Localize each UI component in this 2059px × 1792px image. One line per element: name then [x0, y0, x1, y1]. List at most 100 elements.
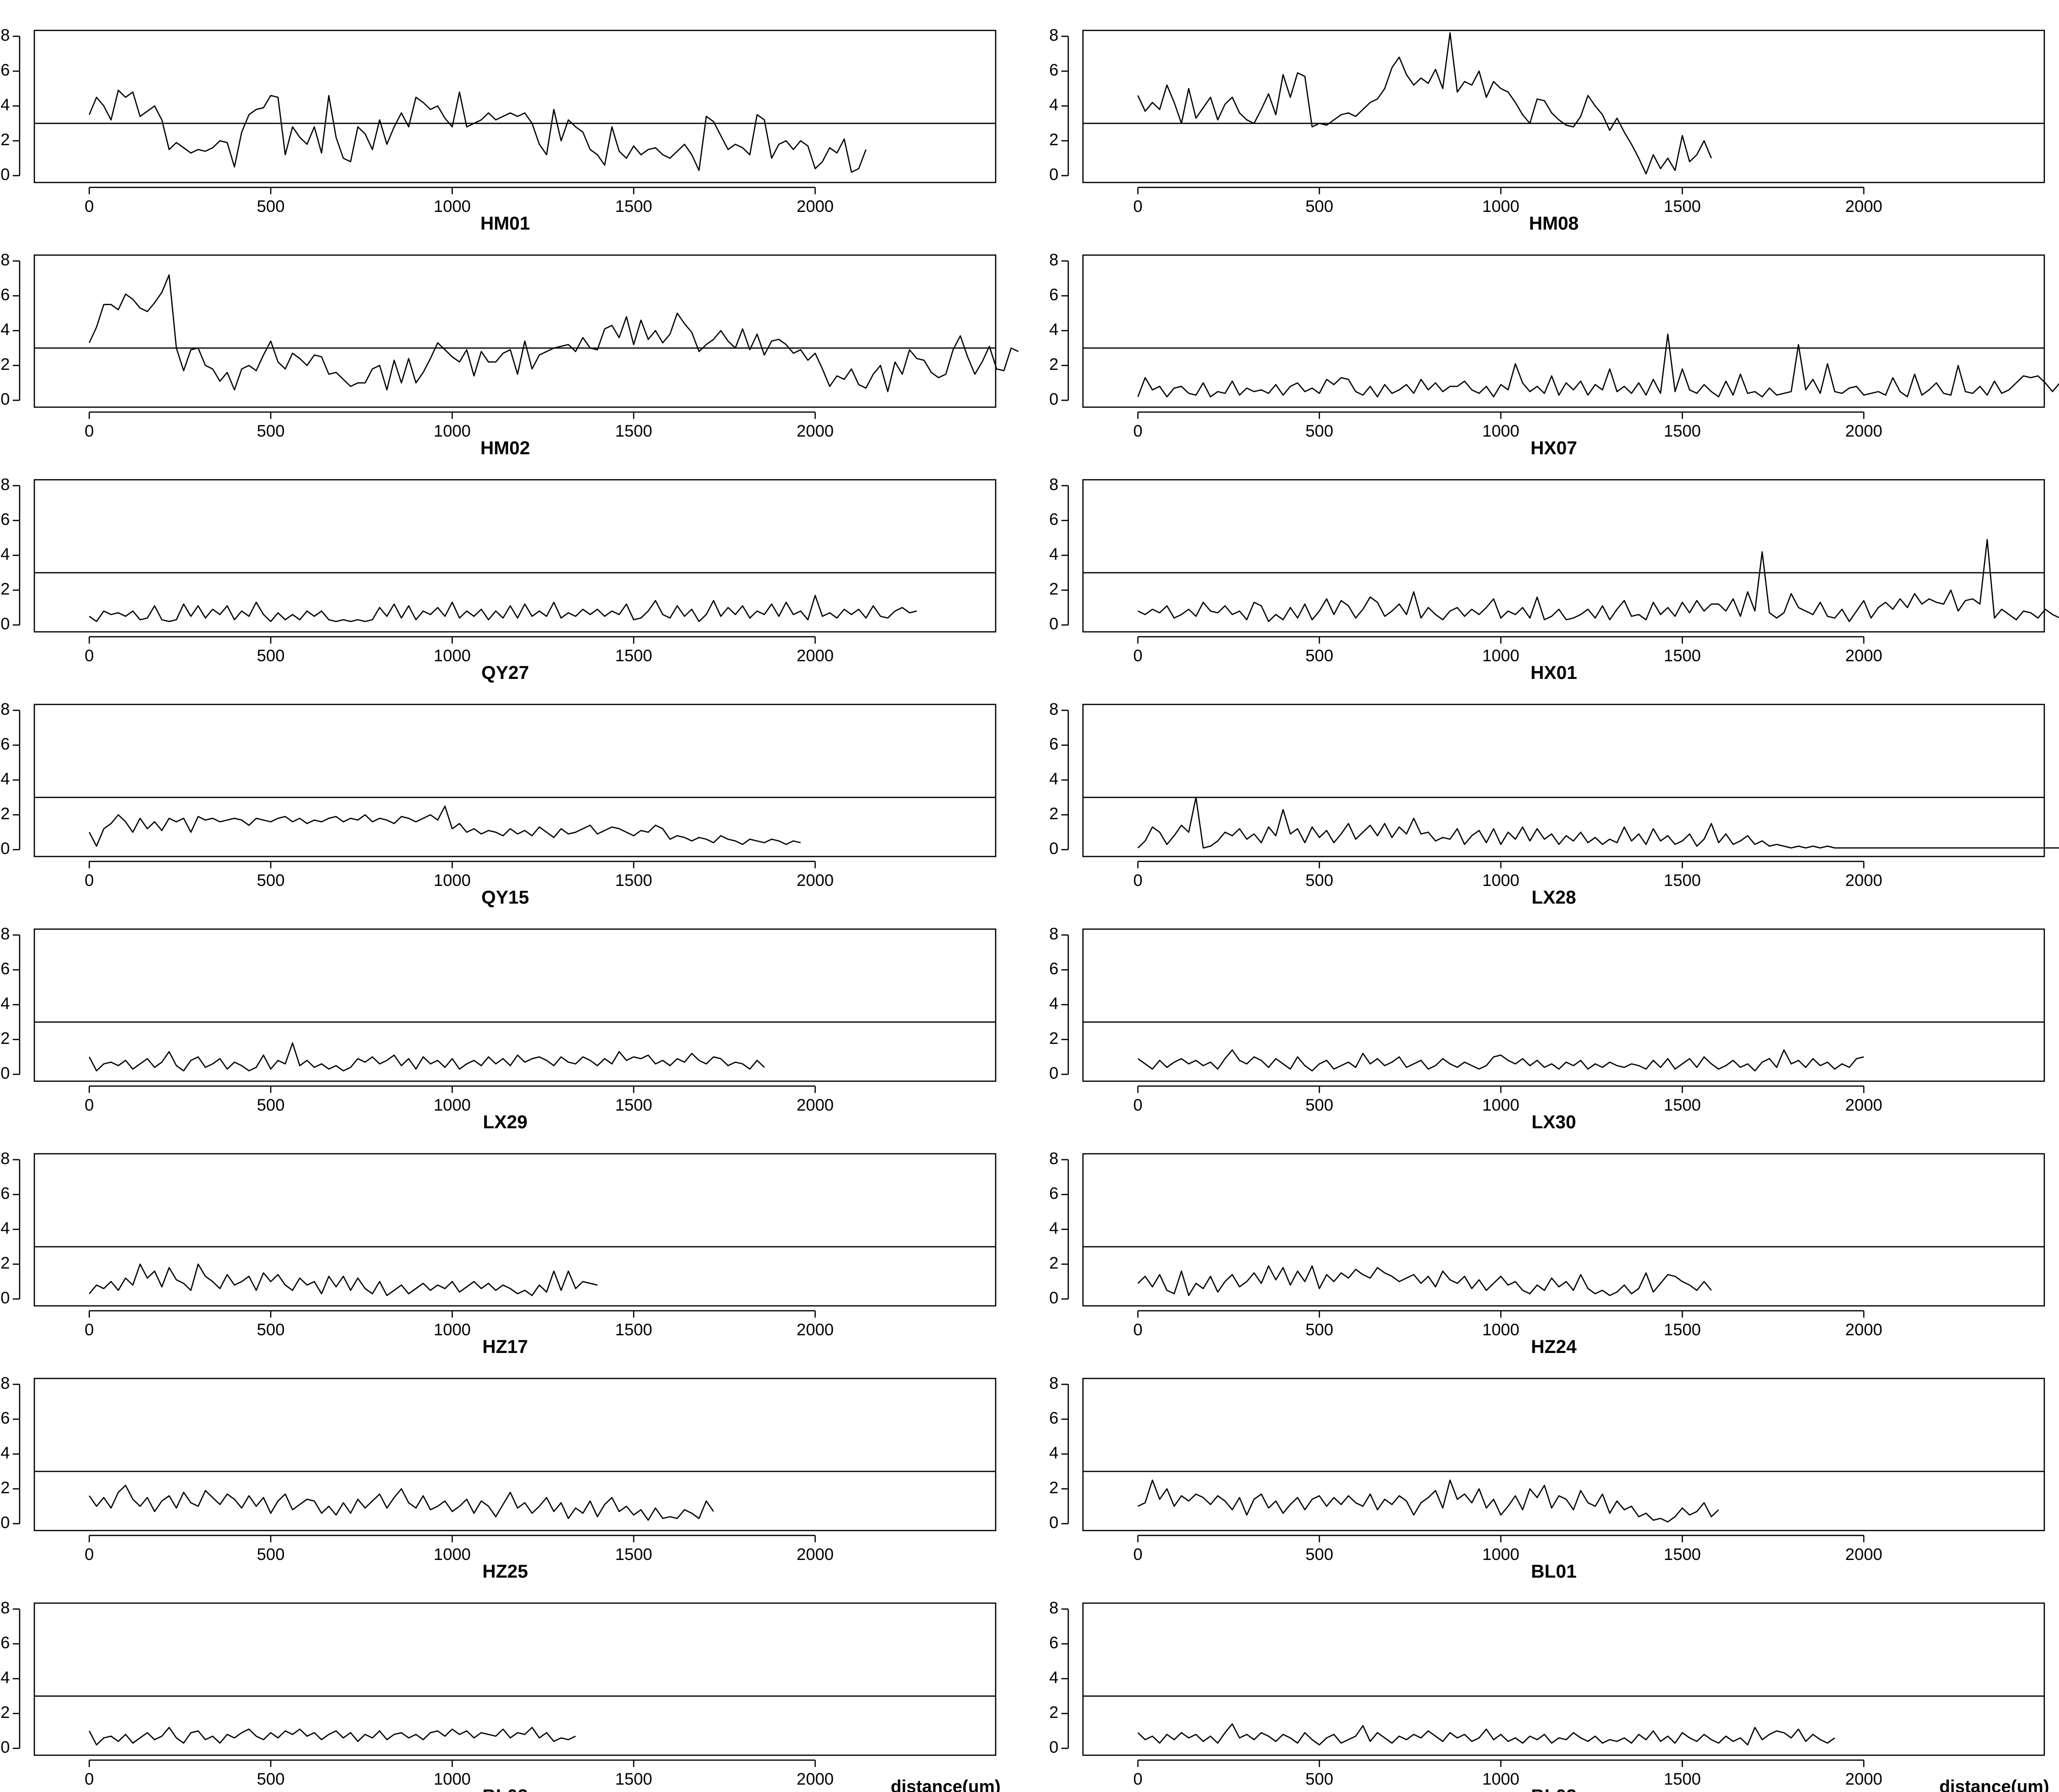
x-tick-label: 1000 [1482, 422, 1519, 441]
series-line [88, 1042, 765, 1072]
y-tick-label: 4 [0, 320, 10, 339]
y-tick-label: 6 [0, 286, 10, 304]
panel-lx29: 024680500100015002000LX29Sr/Ca*1000 [0, 925, 997, 1133]
series-line [1137, 797, 2059, 849]
series-line [89, 595, 917, 623]
y-tick-label: 6 [1049, 510, 1058, 529]
x-tick-label: 1500 [615, 197, 652, 216]
y-tick-label: 0 [1049, 1289, 1058, 1307]
x-tick-label: 500 [1306, 1770, 1334, 1789]
y-tick-label: 4 [1049, 96, 1058, 114]
series-line [1137, 1265, 1712, 1297]
y-tick-label: 6 [1049, 286, 1058, 304]
plot-frame [1082, 479, 2045, 633]
x-tick-label: 2000 [1845, 1770, 1882, 1789]
panel-label: HM02 [480, 438, 530, 459]
panel-label: QY27 [481, 663, 529, 683]
panel-label: BL03 [1531, 1786, 1577, 1792]
series-line [88, 274, 1019, 392]
y-tick-label: 2 [1049, 1029, 1058, 1048]
plot-frame [33, 928, 997, 1082]
y-tick-label: 8 [0, 925, 10, 943]
x-tick-label: 2000 [797, 647, 834, 665]
x-tick-label: 500 [1306, 1321, 1334, 1339]
y-tick-label: 0 [1049, 1513, 1058, 1532]
series-line [88, 805, 801, 847]
panel-label: HM08 [1529, 213, 1578, 234]
x-tick-label: 500 [1306, 1545, 1334, 1564]
x-tick-label: 2000 [1845, 1545, 1882, 1564]
y-tick-label: 6 [0, 1184, 10, 1203]
plot-frame [33, 703, 997, 857]
y-tick-label: 0 [0, 839, 10, 858]
x-tick-label: 0 [85, 1096, 94, 1115]
panel-label: LX30 [1532, 1112, 1576, 1133]
x-tick-label: 2000 [797, 1096, 834, 1115]
plot-frame [1082, 703, 2045, 857]
x-tick-label: 500 [1306, 871, 1334, 890]
x-tick-label: 2000 [1845, 422, 1882, 441]
y-tick-label: 2 [1049, 1703, 1058, 1722]
series-line [88, 1484, 714, 1521]
y-tick-label: 8 [0, 1374, 10, 1393]
x-tick-label: 500 [1306, 422, 1334, 441]
y-tick-label: 6 [0, 960, 10, 978]
y-tick-label: 0 [1049, 615, 1058, 633]
x-tick-label: 1000 [434, 1096, 471, 1115]
panel-label: LX28 [1532, 887, 1576, 908]
x-tick-label: 1500 [615, 1770, 652, 1789]
y-tick-label: 2 [0, 130, 10, 149]
x-tick-label: 1000 [434, 647, 471, 665]
y-tick-label: 4 [1049, 770, 1058, 788]
plot-frame [33, 479, 997, 633]
x-tick-label: 1500 [615, 1321, 652, 1339]
x-tick-label: 1500 [1664, 1096, 1701, 1115]
x-tick-label: 2000 [1845, 647, 1882, 665]
x-tick-label: 2000 [797, 197, 834, 216]
x-tick-label: 1500 [615, 871, 652, 890]
x-tick-label: 0 [1133, 1545, 1143, 1564]
x-tick-label: 2000 [1845, 1321, 1882, 1339]
series-line [88, 89, 867, 173]
y-tick-label: 4 [0, 1668, 10, 1687]
y-tick-label: 8 [1049, 1149, 1058, 1168]
y-tick-label: 6 [1049, 1634, 1058, 1652]
x-tick-label: 1500 [1664, 1545, 1701, 1564]
y-tick-label: 8 [0, 26, 10, 45]
x-tick-label: 0 [1133, 197, 1143, 216]
plot-frame [1082, 29, 2045, 183]
x-tick-label: 2000 [797, 422, 834, 441]
y-tick-label: 4 [0, 1219, 10, 1238]
panel-hx07: 0 2 4 6 8 0 500 1000 1500 2000 HX07 [1049, 251, 2059, 459]
x-tick-label: 0 [85, 1770, 94, 1789]
y-tick-label: 6 [0, 510, 10, 529]
y-tick-label: 2 [1049, 1479, 1058, 1497]
y-tick-label: 4 [1049, 994, 1058, 1013]
x-tick-label: 1500 [615, 1096, 652, 1115]
series-line [1137, 539, 2059, 623]
y-tick-label: 4 [1049, 1219, 1058, 1238]
y-tick-label: 2 [0, 580, 10, 598]
x-tick-label: 2000 [797, 1770, 834, 1789]
y-tick-label: 4 [0, 994, 10, 1013]
x-tick-label: 0 [1133, 871, 1143, 890]
panel-label: HZ17 [483, 1337, 528, 1357]
x-tick-label: 500 [257, 871, 285, 890]
y-tick-label: 4 [1049, 1668, 1058, 1687]
y-tick-label: 2 [1049, 130, 1058, 149]
x-tick-label: 1000 [434, 871, 471, 890]
y-tick-label: 6 [1049, 960, 1058, 978]
y-tick-label: 6 [0, 735, 10, 753]
panel-bl03: 0 2 4 6 8 0 500 1000 1500 2000 BL03 distance(um) [1049, 1599, 2049, 1792]
y-tick-label: 4 [1049, 320, 1058, 339]
y-tick-label: 6 [0, 1634, 10, 1652]
series-line [1137, 1723, 1835, 1746]
x-tick-label: 2000 [1845, 871, 1882, 890]
x-tick-label: 500 [257, 1770, 285, 1789]
y-tick-label: 8 [1049, 26, 1058, 45]
y-tick-label: 8 [1049, 475, 1058, 494]
y-tick-label: 2 [1049, 580, 1058, 598]
y-tick-label: 0 [0, 1289, 10, 1307]
panel-label: BL02 [483, 1786, 528, 1792]
series-line [1137, 32, 1712, 175]
